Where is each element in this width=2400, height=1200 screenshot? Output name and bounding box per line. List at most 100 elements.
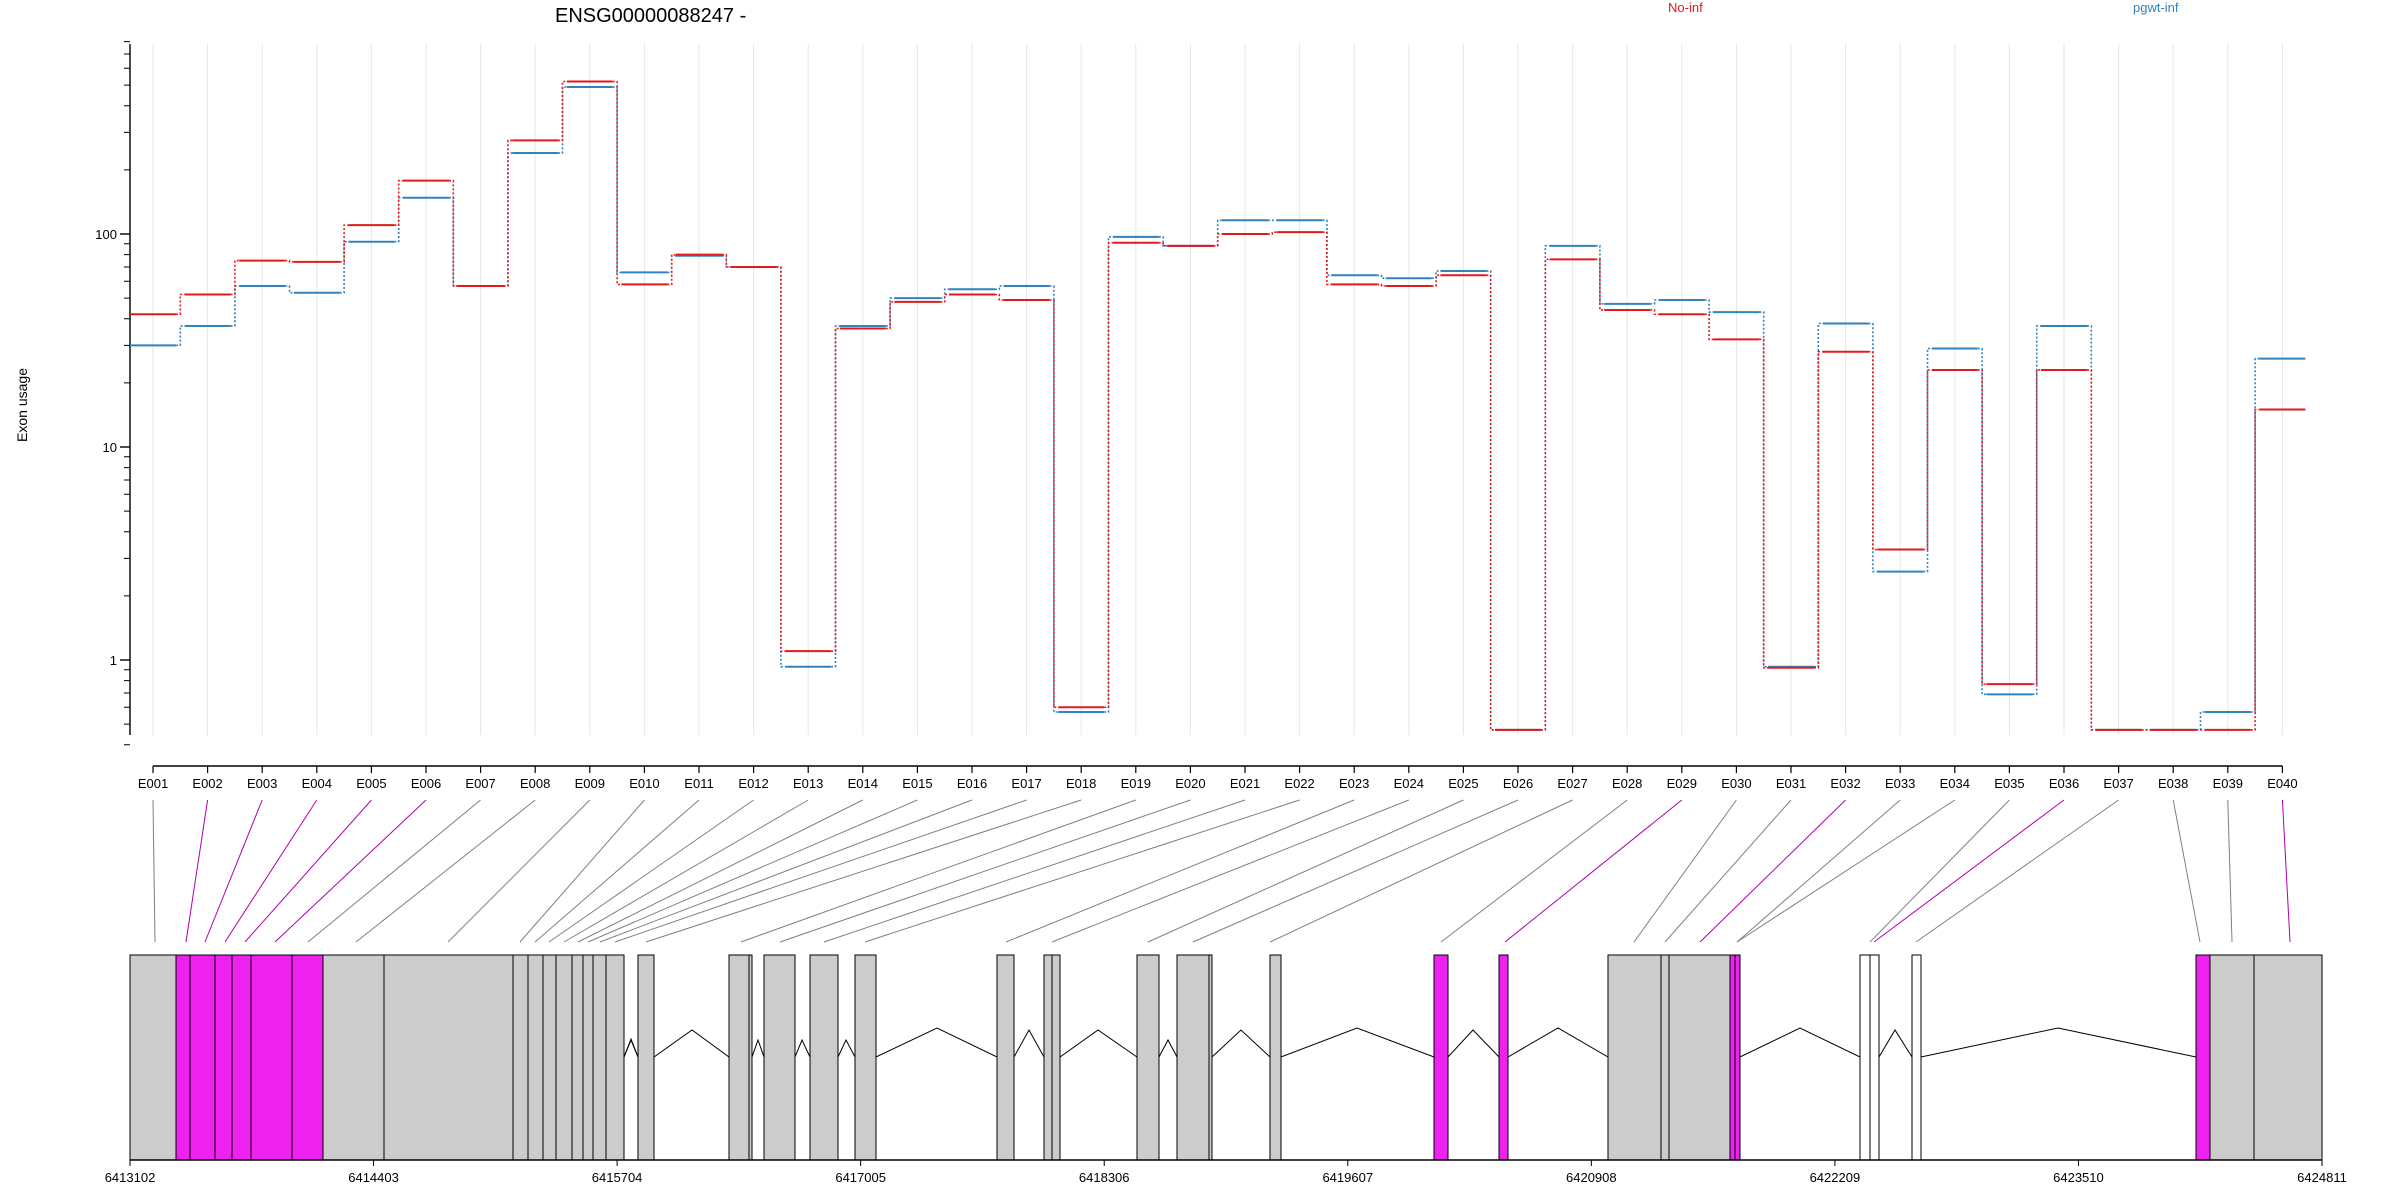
exon-block [1729,954,1736,1161]
exon-block [542,954,557,1161]
exon-connector-line [614,799,1027,943]
exon-block [728,954,750,1161]
series-connector [230,285,240,327]
legend-entry-pgwt-inf: pgwt-inf [2133,0,2179,15]
exon-block [383,954,514,1161]
exon-block [1136,954,1160,1161]
exon-connector-line [740,799,1136,943]
exon-block [1911,954,1922,1161]
x-tick-label: E017 [1011,776,1041,791]
exon-connector-line [577,799,864,943]
series-connector [558,80,567,142]
exon-block [1433,954,1449,1161]
exon-block [582,954,594,1161]
exon-block [854,954,877,1161]
series-connector [612,80,622,286]
series-connector [1650,309,1659,316]
x-tick-label: E036 [2049,776,2079,791]
series-connector [1213,233,1222,247]
series-connector [2196,711,2205,731]
series-connector [1377,274,1386,280]
exon-block [189,954,216,1161]
series-connector [831,325,840,668]
series-connector [1977,369,1987,685]
series-connector [940,288,949,299]
x-tick-label: E026 [1503,776,1533,791]
series-pgwt-inf [130,85,2306,731]
series-connector [1759,338,1768,669]
exon-connector-line [224,799,318,943]
chart-title: ENSG00000088247 - [555,5,746,27]
exon-block [2253,954,2323,1161]
series-connector [1431,270,1441,280]
exon-connector-line [599,799,973,943]
exon-connector-line [779,799,1191,943]
exon-block [555,954,573,1161]
exon-connectors [152,799,2291,943]
exon-block [291,954,324,1161]
x-tick-label: E028 [1612,776,1642,791]
exon-block [1734,954,1741,1161]
data-series [130,80,2306,731]
exon-block [175,954,191,1161]
intron-peak [623,1037,639,1058]
exon-connector-line [244,799,372,943]
exon-connector-line [864,799,1300,943]
x-tick-label: E002 [192,776,222,791]
exon-connector-line [534,799,700,943]
gene-coordinate-label: 6413102 [105,1170,156,1185]
exon-connector-line [1736,799,1956,943]
x-tick-label: E009 [575,776,605,791]
series-connector [667,253,676,286]
exon-connector-line [519,799,645,943]
exon-block [250,954,293,1161]
series-connector [612,86,622,274]
series-connector [1486,274,1495,731]
exon-connector-line [1915,799,2119,943]
series-connector [885,301,895,330]
exon-block [1269,954,1282,1161]
series-connector [1541,258,1550,731]
exon-connector-line [587,799,918,943]
exon-block [322,954,385,1161]
series-connector [1595,245,1605,305]
series-connector [2250,357,2260,713]
x-tick-label: E004 [302,776,332,791]
x-tick-label: E001 [138,776,168,791]
series-connector [776,266,786,652]
x-tick-label: E016 [957,776,987,791]
series-connector [1977,347,1987,696]
series-connector [1814,322,1823,668]
x-tick-label: E011 [684,776,713,791]
exon-block [1176,954,1210,1161]
x-tick-label: E032 [1830,776,1860,791]
exon-connector-line [1873,799,2065,943]
x-tick-label: E030 [1721,776,1751,791]
series-connector [995,285,1004,291]
series-connector [1868,350,1878,551]
gene-coordinate-label: 6415704 [592,1170,643,1185]
exon-connector-line [447,799,591,943]
exon-connector-line [2227,799,2233,943]
y-axis: 1 10 100 [95,41,131,746]
series-connector [503,139,513,287]
series-connector [995,293,1004,301]
x-tick-label: E015 [902,776,932,791]
series-no-inf [130,80,2306,731]
exon-connector-line [2281,799,2291,943]
gene-coordinate-label: 6414403 [348,1170,399,1185]
exon-connector-line [2172,799,2201,943]
x-tick-label: E023 [1339,776,1369,791]
series-connector [1595,258,1605,311]
x-tick-label: E012 [738,776,768,791]
x-axis: E001 E002 E003 E004 E005 E006 E007 E008 E009 E010… [138,765,2298,791]
gene-model [129,954,2323,1161]
series-connector [1431,274,1441,287]
exon-connector-line [645,799,1082,943]
x-tick-label: E006 [411,776,441,791]
exon-connector-line [274,799,427,943]
series-connector [1049,299,1059,709]
gene-coordinate-axis: 6413102 6414403 6415704 6417005 6418306 64196… [105,1159,2347,1185]
series-connector [1268,231,1277,235]
exon-block [763,954,796,1161]
